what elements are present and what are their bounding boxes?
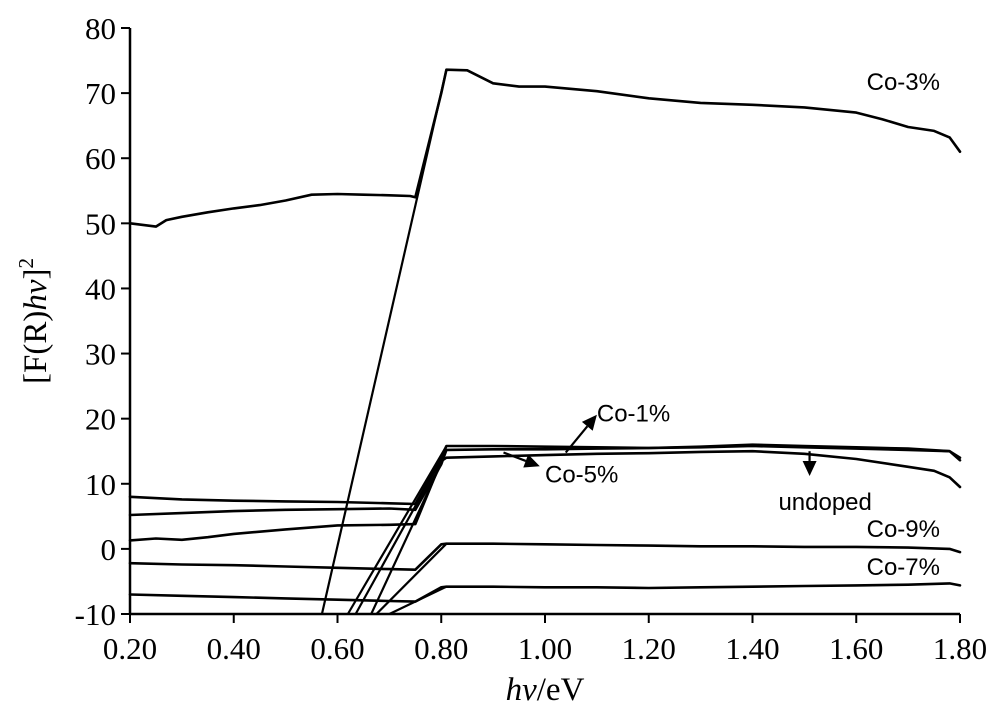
series-label: Co-9% — [867, 516, 940, 543]
arrow-shaft — [503, 451, 527, 462]
y-tick-label: 30 — [85, 337, 116, 372]
y-tick-label: 60 — [85, 141, 116, 176]
y-tick-label: 70 — [85, 76, 116, 111]
x-axis-title-italic: hv — [506, 672, 538, 708]
series-label: undoped — [778, 489, 871, 516]
y-ticks: -10 0 10 20 30 40 50 60 70 80 — [75, 11, 130, 632]
series-label: Co-1% — [597, 400, 670, 427]
series-line-co-7 — [128, 582, 962, 603]
annotation-arrows — [503, 414, 817, 476]
y-tick-label: 10 — [85, 467, 116, 502]
series-line-co-3 — [128, 68, 962, 228]
tangent-fit-line — [375, 542, 448, 615]
series-line-undoped — [128, 449, 962, 542]
y-tick-label: 40 — [85, 271, 116, 306]
y-tick-label: 50 — [85, 206, 116, 241]
series-line-co-9 — [128, 542, 962, 572]
y-axis-title-exponent: 2 — [14, 258, 38, 269]
arrow-head — [523, 454, 540, 468]
x-tick-label: 1.00 — [518, 631, 572, 666]
arrow-head — [581, 414, 597, 431]
arrow-shaft — [564, 425, 589, 454]
x-ticks: 0.20 0.40 0.60 0.80 1.00 1.20 1.40 1.60 1.80 — [103, 614, 987, 666]
y-tick-label: 80 — [85, 11, 116, 46]
series-line-co-5 — [128, 443, 962, 517]
series-label: Co-5% — [545, 461, 618, 488]
series-lines — [128, 68, 962, 603]
y-axis-title-prefix: [F(R) — [18, 311, 54, 384]
x-tick-label: 0.60 — [310, 631, 364, 666]
x-tick-label: 0.20 — [103, 631, 157, 666]
y-tick-label: 20 — [85, 402, 116, 437]
series-label: Co-7% — [867, 554, 940, 581]
x-tick-label: 1.80 — [933, 631, 987, 666]
x-tick-label: 1.60 — [829, 631, 883, 666]
arrow-head — [802, 461, 817, 476]
x-tick-label: 0.80 — [414, 631, 468, 666]
x-tick-label: 1.40 — [725, 631, 779, 666]
axes — [128, 28, 960, 616]
tangent-fit-line — [346, 445, 448, 615]
y-axis-title: [F(R)hv]2 — [14, 258, 54, 384]
y-tick-label: 0 — [101, 532, 117, 567]
y-axis-title-italic: hv — [18, 279, 54, 311]
y-tick-label: -10 — [75, 597, 116, 632]
series-label: Co-3% — [867, 69, 940, 96]
x-tick-label: 0.40 — [207, 631, 261, 666]
x-axis-title-rest: /eV — [537, 672, 585, 708]
x-axis-title: hv/eV — [506, 672, 585, 708]
x-tick-label: 1.20 — [622, 631, 676, 666]
y-axis-title-suffix: ] — [18, 269, 54, 280]
